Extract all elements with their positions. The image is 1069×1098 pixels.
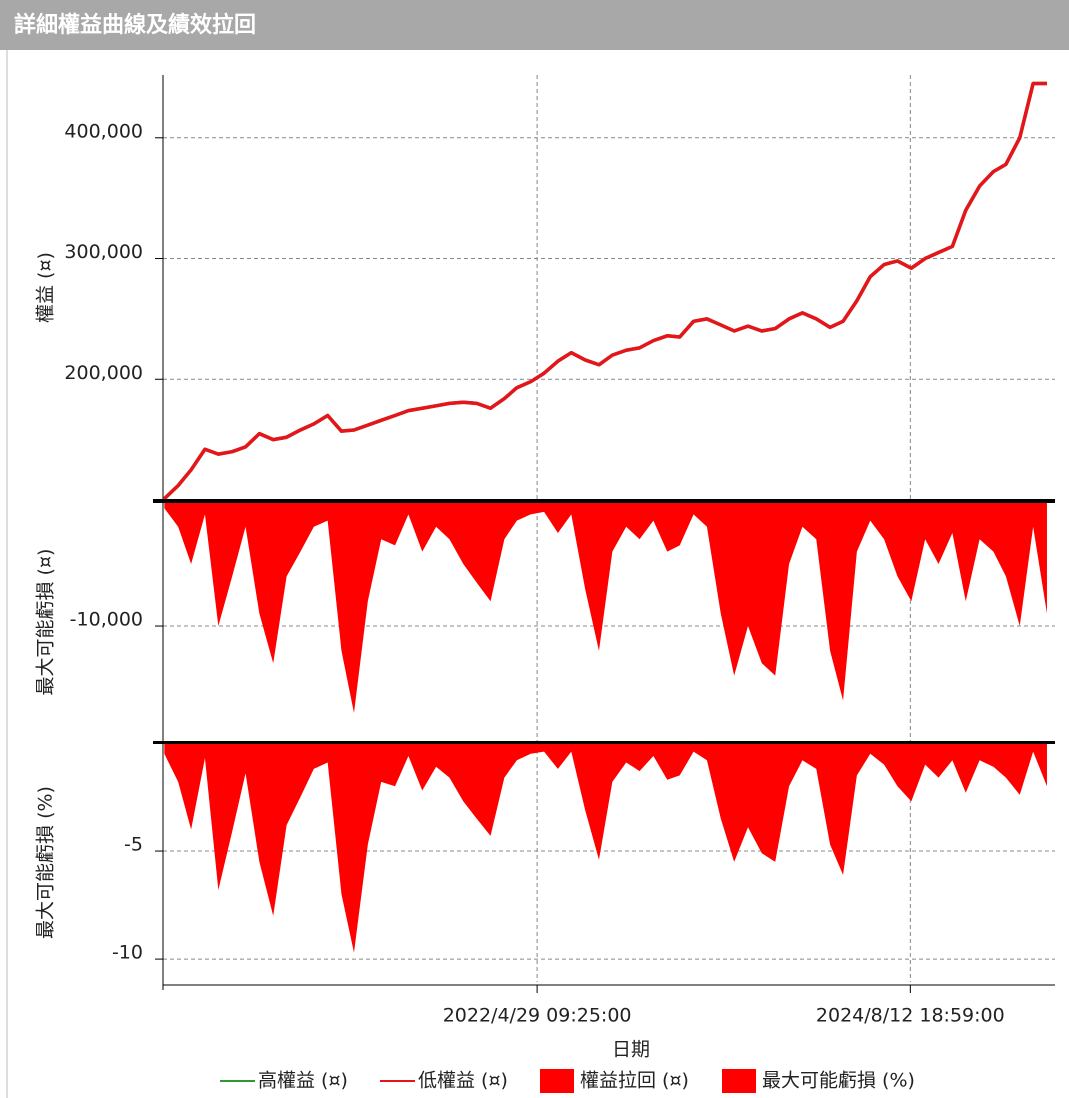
drawdown-area [164,502,1047,713]
x-tick-label: 2022/4/29 09:25:00 [443,1005,632,1027]
y-tick-label: 200,000 [64,362,143,384]
y-axis-label: 最大可能虧損 (¤) [35,549,57,696]
y-axis-label: 權益 (¤) [35,252,57,323]
x-tick-label: 2024/8/12 18:59:00 [816,1005,1005,1027]
title-bar [0,0,1069,50]
y-axis-label: 最大可能虧損 (%) [35,786,57,939]
drawdown-area [164,743,1047,953]
legend-swatch [540,1069,574,1093]
chart-title: 詳細權益曲線及績效拉回 [14,12,256,38]
y-tick-label: 300,000 [64,241,143,263]
y-tick-label: -10,000 [70,609,143,631]
y-tick-label: 400,000 [64,120,143,142]
legend-label: 權益拉回 (¤) [580,1070,689,1092]
legend-swatch [722,1069,756,1093]
x-axis-label: 日期 [612,1039,650,1061]
equity-line [163,81,1047,501]
legend-label: 最大可能虧損 (%) [762,1070,915,1092]
y-tick-label: -10 [112,942,143,964]
legend-label: 低權益 (¤) [418,1070,508,1092]
equity-line [163,81,1047,501]
legend-label: 高權益 (¤) [258,1070,348,1092]
y-tick-label: -5 [124,834,143,856]
